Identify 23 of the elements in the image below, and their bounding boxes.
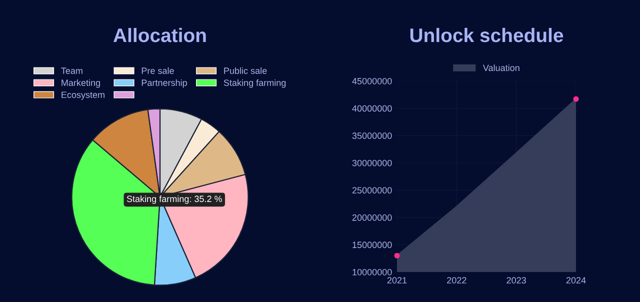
legend-label: Marketing [62, 79, 100, 88]
legend-label: Team [61, 68, 82, 74]
y-tick-label: 10000000 [352, 268, 392, 276]
y-tick-label: 30000000 [352, 160, 392, 166]
legend-label: Ecosystem [62, 92, 104, 100]
legend-label: Public sale [224, 67, 267, 74]
legend-label: Valuation [482, 64, 520, 72]
y-tick-label: 20000000 [352, 214, 392, 221]
chart-title: Unlock schedule [410, 28, 564, 42]
legend-label: Partnership [142, 79, 187, 88]
x-tick-label: 2021 [387, 277, 407, 284]
legend-label: Pre sale [142, 67, 174, 74]
x-tick-label: 2024 [566, 277, 586, 284]
x-tick-label: 2022 [447, 277, 466, 284]
y-tick-label: 15000000 [352, 242, 392, 248]
y-tick-label: 40000000 [352, 105, 392, 112]
y-tick-label: 45000000 [352, 78, 392, 84]
x-tick-label: 2023 [506, 277, 526, 284]
chart-title: Allocation [113, 28, 206, 42]
text: Staking farming: 35.2 % [126, 195, 222, 204]
legend-label: Staking farming [224, 79, 286, 88]
y-tick-label: 35000000 [352, 132, 392, 139]
y-tick-label: 25000000 [352, 187, 392, 194]
